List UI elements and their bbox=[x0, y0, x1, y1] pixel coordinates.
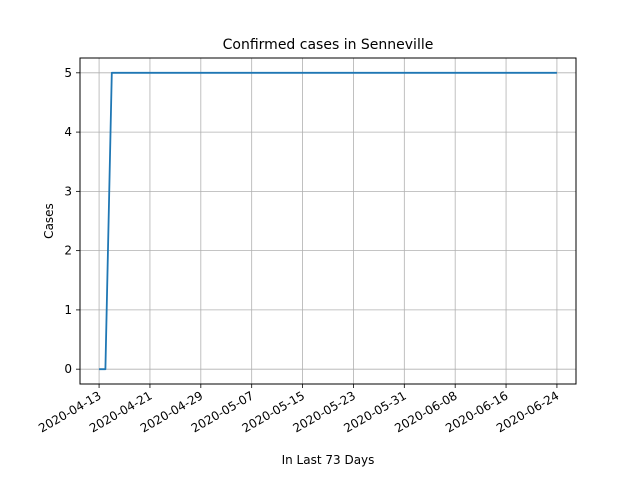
y-tick-label: 5 bbox=[64, 66, 72, 80]
chart-title: Confirmed cases in Senneville bbox=[223, 37, 434, 53]
y-axis-label: Cases bbox=[42, 203, 56, 239]
x-axis-label: In Last 73 Days bbox=[282, 453, 375, 467]
series-layer bbox=[99, 71, 557, 371]
y-tick-label: 2 bbox=[64, 244, 72, 258]
y-tick-label: 0 bbox=[64, 362, 72, 376]
y-tick-label: 1 bbox=[64, 303, 72, 317]
plot-frame bbox=[79, 57, 577, 385]
y-tick-label: 4 bbox=[64, 125, 72, 139]
series-line bbox=[99, 71, 557, 371]
y-tick-label: 3 bbox=[64, 184, 72, 198]
